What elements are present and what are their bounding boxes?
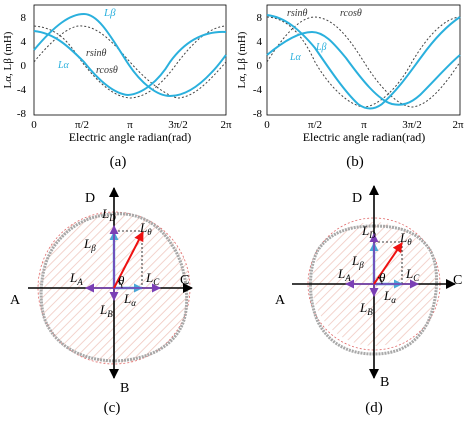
panel-d-label-lc: LC	[405, 266, 420, 283]
panel-a-xlabel: Electric angle radian(rad)	[69, 130, 192, 144]
panel-d-diagram: A B C D LD Lθ Lβ LA LC LB Lα θ	[275, 185, 462, 390]
panel-a-xtick-3: 3π/2	[168, 119, 188, 131]
panel-d-axis-label-d: D	[352, 191, 362, 206]
panel-c-label-lalpha: Lα	[123, 291, 136, 308]
panel-b-xlabel: Electric angle radian(rad)	[303, 130, 426, 144]
panel-a-ytick-4: -8	[17, 108, 27, 120]
panel-c-label-la: LA	[69, 270, 83, 287]
panel-b-ytick-3: -4	[253, 84, 263, 96]
panel-a-rcos-annotation: rcosθ	[96, 65, 118, 76]
caption-b: (b)	[346, 154, 364, 170]
panel-b-ytick-4: -8	[253, 108, 263, 120]
panel-b-xtick-3: 3π/2	[402, 119, 422, 131]
panel-d-label-ld: LD	[361, 223, 376, 240]
panel-b-xtick-1: π/2	[308, 119, 322, 131]
panel-a-ylabel: Lα, Lβ (mH)	[2, 31, 14, 88]
panel-a-rsin-line	[33, 25, 227, 99]
panel-a-ytick-3: -4	[17, 84, 27, 96]
panel-d-label-lalpha: Lα	[383, 288, 396, 305]
panel-d-label-lbeta: Lβ	[351, 253, 364, 270]
panel-d-label-lb: LB	[359, 300, 373, 317]
panel-b-ylabel: Lα, Lβ (mH)	[236, 31, 248, 88]
panel-a-lalpha-line	[33, 30, 227, 97]
panel-b-lbeta-annotation: Lβ	[315, 42, 327, 53]
panel-b-plot-frame	[266, 4, 461, 116]
panel-c-label-ltheta: Lθ	[139, 220, 152, 237]
panel-a-rcos-line	[33, 25, 227, 99]
panel-a-lbeta-annotation: Lβ	[103, 7, 116, 19]
panel-b-lalpha-line	[266, 14, 461, 110]
panel-a-chart: Lα, Lβ (mH) 8 4 0 -4 -8 0 π/2 π 3π/2 2π …	[2, 4, 232, 144]
panel-a-rsin-annotation: rsinθ	[86, 48, 107, 59]
panel-d-label-theta: θ	[379, 270, 386, 285]
panel-a-ytick-2: 0	[21, 60, 27, 72]
panel-b-ytick-2: 0	[257, 60, 263, 72]
panel-c-label-lbeta: Lβ	[83, 236, 96, 253]
panel-a-xtick-1: π/2	[75, 119, 89, 131]
panel-a-plot-frame	[33, 4, 227, 116]
panel-c-label-ld: LD	[101, 206, 116, 223]
panel-c-axis-label-b: B	[120, 381, 129, 396]
panel-c-label-lc: LC	[145, 270, 160, 287]
caption-d: (d)	[365, 400, 383, 416]
panel-d-label-ltheta: Lθ	[399, 230, 412, 247]
panel-b-lalpha-annotation: Lα	[289, 52, 302, 63]
caption-c: (c)	[104, 400, 121, 416]
panel-b-xtick-0: 0	[264, 119, 270, 131]
panel-a-xtick-2: π	[127, 119, 133, 131]
panel-a-xtick-0: 0	[31, 119, 37, 131]
panel-d-axis-label-b: B	[380, 375, 389, 390]
panel-b-lbeta-line	[266, 30, 461, 106]
panel-a-ytick-1: 4	[21, 36, 27, 48]
panel-c-label-lb: LB	[99, 302, 113, 319]
panel-a-ytick-0: 8	[21, 12, 27, 24]
panel-b-xtick-2: π	[361, 119, 367, 131]
panel-c-diagram: A B C D LD Lθ Lβ LA LC LB Lα θ	[10, 187, 193, 396]
panel-c-axis-label-a: A	[10, 293, 21, 308]
panel-b-chart: Lα, Lβ (mH) 8 4 0 -4 -8 0 π/2 π 3π/2 2π …	[236, 4, 464, 144]
panel-d-label-la: LA	[337, 266, 351, 283]
panel-b-rsin-line	[266, 16, 461, 108]
panel-a-lalpha-annotation: Lα	[57, 60, 70, 71]
panel-b-ytick-0: 8	[257, 12, 263, 24]
panel-d-axis-label-c: C	[453, 273, 462, 288]
panel-b-rcos-annotation: rcosθ	[340, 8, 362, 19]
panel-b-ytick-1: 4	[257, 36, 263, 48]
panel-b-rsin-annotation: rsinθ	[287, 8, 308, 19]
panel-a-lbeta-line	[33, 12, 227, 98]
panel-c-axis-label-d: D	[85, 191, 95, 206]
panel-b-xtick-4: 2π	[452, 119, 464, 131]
panel-a-xtick-4: 2π	[220, 119, 232, 131]
panel-c-angle-arc	[117, 280, 123, 289]
panel-c-label-theta: θ	[118, 273, 125, 288]
panel-d-axis-label-a: A	[275, 293, 286, 308]
panel-c-ltheta-arrow	[113, 231, 144, 289]
caption-a: (a)	[110, 154, 127, 170]
panel-c-axis-label-c: C	[180, 273, 189, 288]
panel-d-angle-arc	[377, 276, 383, 285]
